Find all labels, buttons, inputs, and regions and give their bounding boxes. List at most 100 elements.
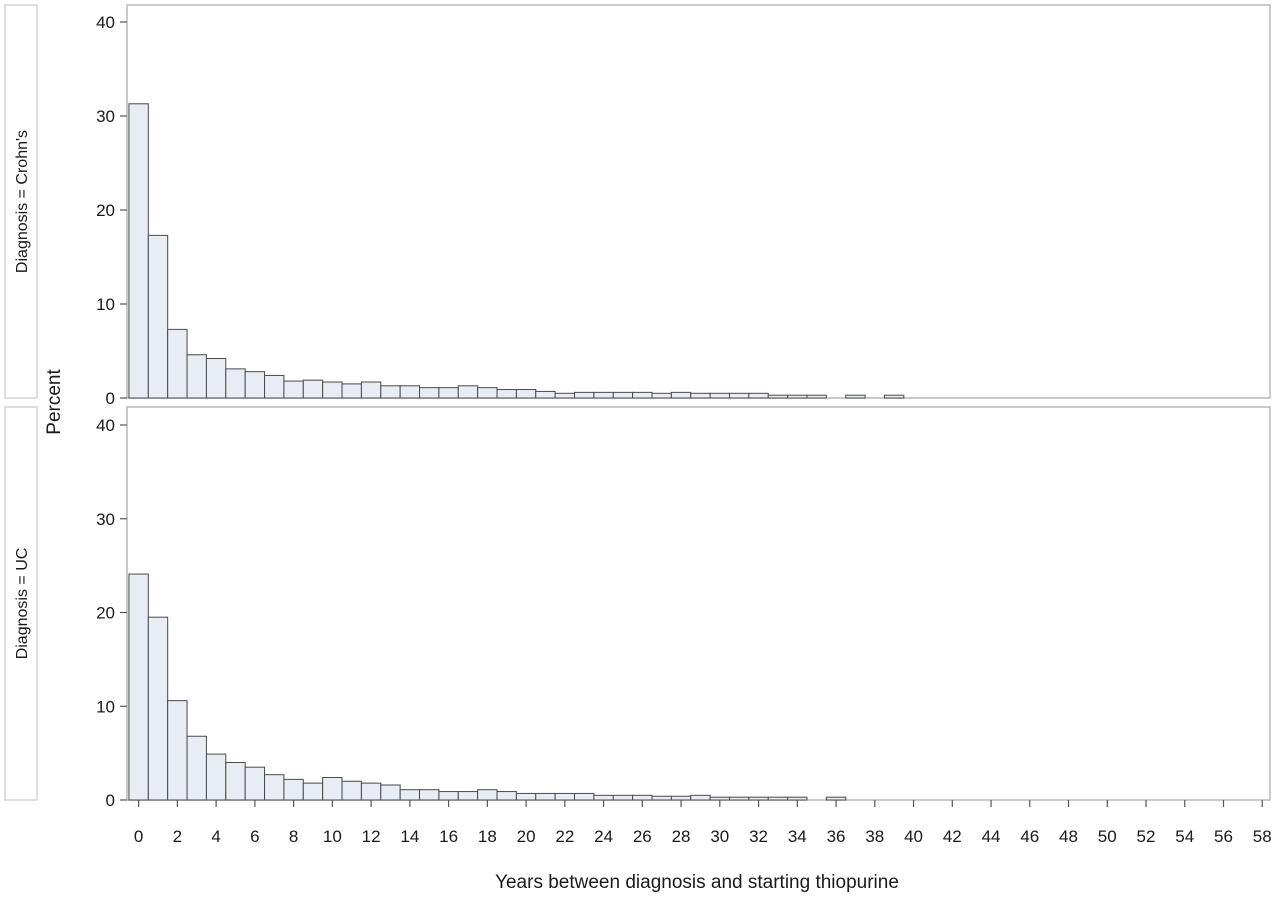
bar bbox=[167, 700, 188, 801]
bar bbox=[147, 234, 169, 399]
x-axis-label: Years between diagnosis and starting thi… bbox=[495, 872, 899, 893]
x-tick-label: 24 bbox=[594, 827, 613, 846]
x-tick-label: 52 bbox=[1137, 827, 1156, 846]
bar bbox=[748, 796, 769, 801]
strip-frame bbox=[4, 406, 38, 801]
bar bbox=[535, 792, 556, 801]
x-tick-label: 30 bbox=[710, 827, 729, 846]
bar bbox=[477, 387, 498, 399]
bar bbox=[419, 789, 440, 801]
x-tick-label: 38 bbox=[865, 827, 884, 846]
bar bbox=[477, 789, 498, 801]
bar bbox=[709, 392, 730, 399]
bar bbox=[496, 791, 517, 801]
strip-frame bbox=[4, 4, 38, 399]
y-tick-label: 10 bbox=[96, 295, 115, 314]
bar bbox=[341, 780, 362, 801]
x-tick-label: 28 bbox=[672, 827, 691, 846]
y-tick-label: 40 bbox=[96, 416, 115, 435]
bar bbox=[825, 796, 847, 801]
panel-frame bbox=[126, 4, 1271, 399]
x-tick-label: 0 bbox=[134, 827, 143, 846]
bar bbox=[322, 381, 343, 399]
bar bbox=[670, 795, 692, 801]
x-tick-label: 34 bbox=[788, 827, 807, 846]
x-tick-label: 56 bbox=[1214, 827, 1233, 846]
bar bbox=[399, 789, 421, 801]
bar bbox=[632, 794, 653, 801]
bar bbox=[438, 791, 459, 801]
panel-1: 0 10 20 30 40 bbox=[96, 406, 1271, 810]
bar bbox=[264, 374, 285, 399]
bar bbox=[690, 794, 711, 801]
bar bbox=[574, 792, 595, 801]
y-tick-label: 40 bbox=[96, 13, 115, 32]
x-tick-label: 16 bbox=[439, 827, 458, 846]
bar bbox=[515, 389, 537, 399]
bar bbox=[302, 782, 324, 801]
x-tick-label: 42 bbox=[943, 827, 962, 846]
bar bbox=[593, 391, 614, 399]
x-tick-label: 6 bbox=[250, 827, 259, 846]
y-axis-label: Percent bbox=[44, 369, 65, 435]
bar bbox=[419, 387, 440, 399]
x-tick-label: 8 bbox=[289, 827, 298, 846]
bar bbox=[593, 794, 614, 801]
bar bbox=[128, 573, 149, 801]
x-tick-label: 50 bbox=[1098, 827, 1117, 846]
bar bbox=[690, 392, 711, 399]
y-tick-label: 20 bbox=[96, 604, 115, 623]
bar bbox=[399, 385, 421, 399]
bar bbox=[554, 392, 576, 399]
bar bbox=[341, 383, 362, 399]
bar bbox=[186, 735, 207, 801]
x-tick-label: 20 bbox=[517, 827, 536, 846]
bar bbox=[806, 394, 827, 399]
bar bbox=[457, 385, 479, 399]
panel-strips: Diagnosis = Crohn's Diagnosis = UC bbox=[4, 4, 38, 801]
bar bbox=[767, 796, 789, 801]
bar bbox=[360, 381, 382, 399]
bar bbox=[302, 379, 324, 399]
bar bbox=[554, 792, 576, 801]
bar bbox=[205, 753, 227, 801]
bar bbox=[496, 389, 517, 399]
strip-1: Diagnosis = UC bbox=[4, 406, 38, 801]
bar bbox=[709, 796, 730, 801]
bar bbox=[748, 392, 769, 399]
x-tick-label: 46 bbox=[1020, 827, 1039, 846]
panels: 0 10 20 30 40 0 10 20 30 40 bbox=[96, 4, 1271, 810]
panel-frame bbox=[126, 406, 1271, 801]
panel-0: 0 10 20 30 40 bbox=[96, 4, 1271, 408]
x-tick-label: 14 bbox=[400, 827, 419, 846]
bar bbox=[767, 394, 789, 399]
bar bbox=[535, 390, 556, 399]
bar bbox=[574, 391, 595, 399]
bar bbox=[845, 394, 866, 399]
bar bbox=[264, 774, 285, 801]
strip-label: Diagnosis = Crohn's bbox=[14, 130, 31, 273]
bar bbox=[128, 103, 149, 399]
bar bbox=[380, 784, 401, 801]
x-tick-label: 58 bbox=[1253, 827, 1272, 846]
y-tick-label: 30 bbox=[96, 510, 115, 529]
strip-0: Diagnosis = Crohn's bbox=[4, 4, 38, 399]
bar bbox=[438, 387, 459, 399]
bar bbox=[612, 391, 634, 399]
x-tick-label: 2 bbox=[173, 827, 182, 846]
bar bbox=[612, 794, 634, 801]
x-tick-label: 10 bbox=[323, 827, 342, 846]
bar bbox=[728, 796, 750, 801]
bar bbox=[225, 368, 246, 399]
x-axis: 0 2 4 6 8 10 12 14 16 18 20 22 24 26 28 30 32 34 36 38 40 42 4… bbox=[134, 800, 1272, 846]
y-tick-label: 30 bbox=[96, 107, 115, 126]
bar bbox=[670, 391, 692, 399]
bar bbox=[225, 762, 246, 801]
strip-label: Diagnosis = UC bbox=[14, 548, 31, 660]
bar bbox=[244, 371, 266, 399]
bar bbox=[147, 616, 169, 801]
bar bbox=[651, 392, 672, 399]
x-tick-label: 12 bbox=[362, 827, 381, 846]
y-tick-label: 10 bbox=[96, 697, 115, 716]
